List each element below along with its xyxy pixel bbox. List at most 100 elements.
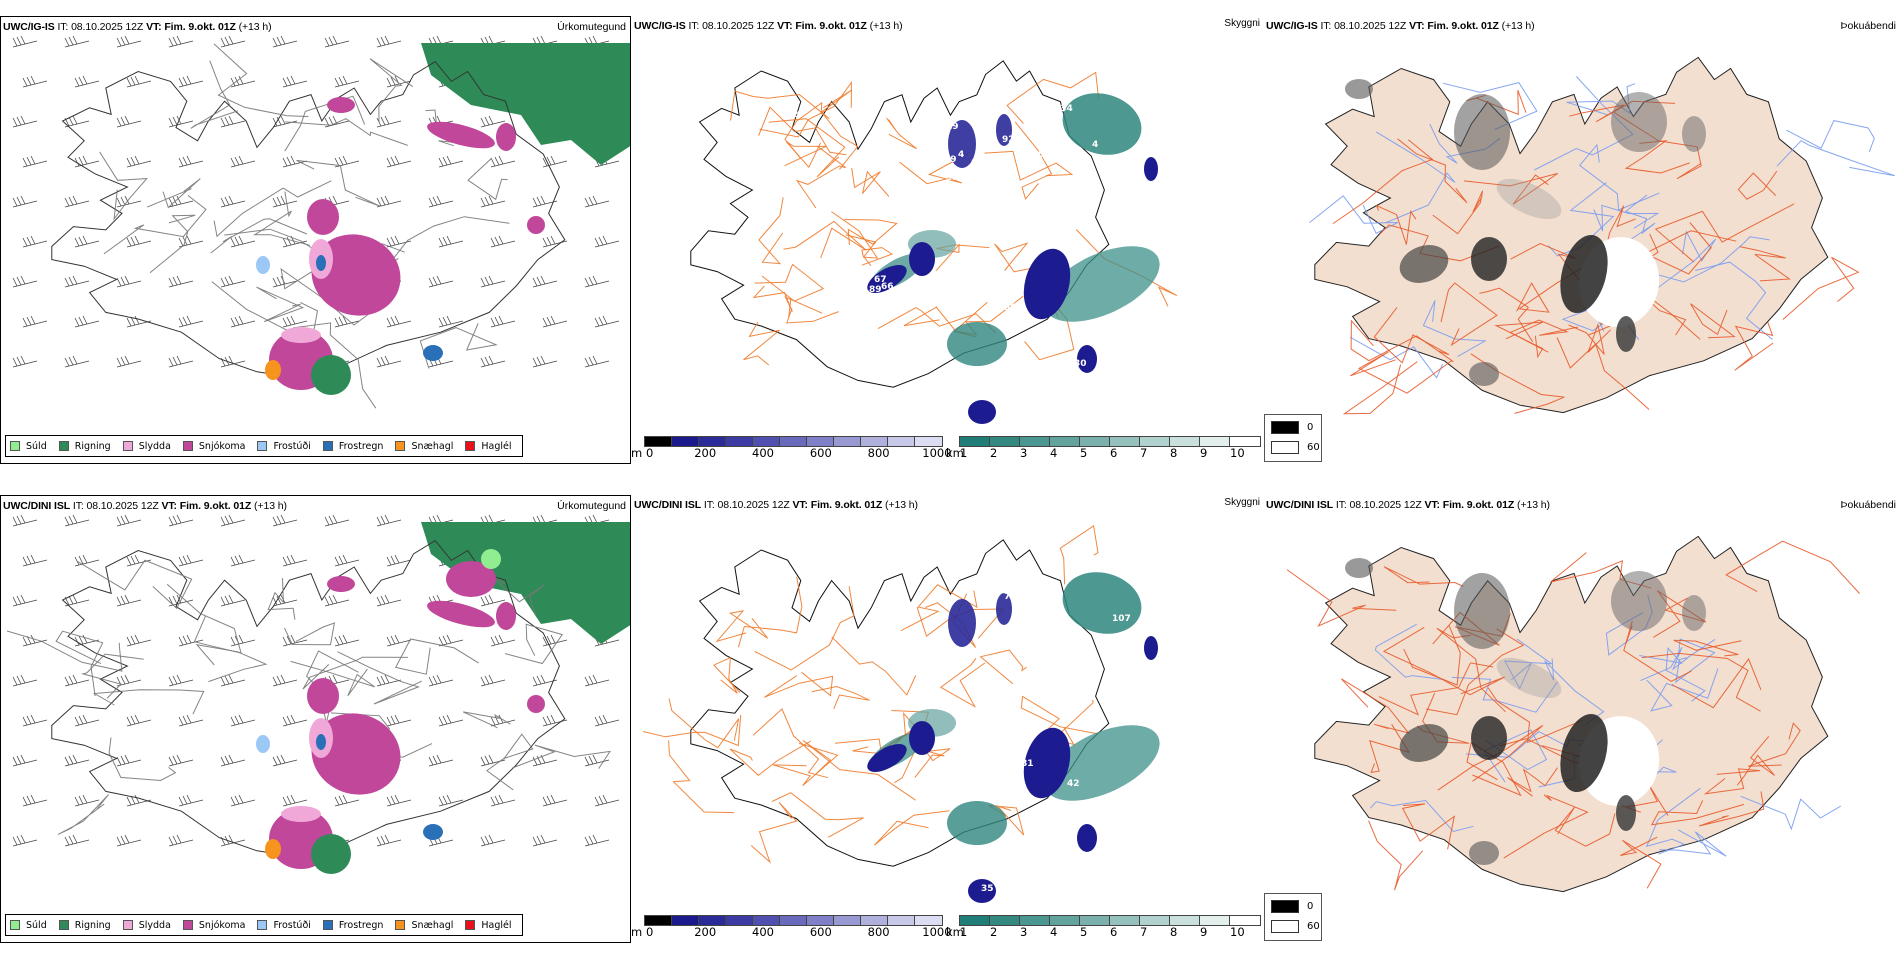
wind-barb-flag xyxy=(116,596,122,606)
colorbar-bin xyxy=(645,437,672,446)
wind-barb-flag xyxy=(324,596,330,606)
road xyxy=(1740,795,1842,831)
road xyxy=(1782,256,1860,320)
wind-barb-flag xyxy=(494,236,500,246)
road xyxy=(1368,820,1424,891)
wind-barb-flag xyxy=(376,357,382,367)
wind-barb-flag xyxy=(550,794,556,804)
colorbar-bin xyxy=(780,437,807,446)
colorbar-tick-label: 8 xyxy=(1170,446,1178,460)
wind-barb-flag xyxy=(176,275,182,285)
wind-barb-flag xyxy=(224,36,230,46)
wind-barb-flag xyxy=(280,514,286,524)
wind-barb-flag xyxy=(542,636,548,646)
visibility-map: 9 2 85 7 4 21 107 28 0 80 7 84 61 81 42 29 907 104 35 xyxy=(642,524,1162,903)
colorbar-tick-label: 8 xyxy=(1170,925,1178,939)
wind-barb-flag xyxy=(124,674,130,684)
wind-barb-flag xyxy=(342,75,348,85)
wind-barb-flag xyxy=(386,716,392,726)
wind-barb-flag xyxy=(182,316,188,326)
wind-barb-flag xyxy=(74,796,80,806)
wind-barb-flag xyxy=(480,756,486,766)
wind-barb-flag xyxy=(584,676,590,686)
wind-barb-flag xyxy=(280,35,286,45)
colorbar-bin xyxy=(888,437,915,446)
panel-product-label: Þokuábendi xyxy=(1840,20,1896,32)
rain-area xyxy=(311,355,351,395)
colorbar-unit: km xyxy=(946,925,964,939)
colorbar-bin xyxy=(1230,916,1260,925)
colorbar-tick-label: 400 xyxy=(752,925,774,939)
wind-barb-flag xyxy=(68,755,74,765)
snow-area xyxy=(427,600,495,628)
wind-barb-flag xyxy=(116,836,122,846)
wind-barb-flag xyxy=(380,595,386,605)
wind-barb-flag xyxy=(592,674,598,684)
wind-barb-flag xyxy=(72,754,78,764)
freezing-rain-area xyxy=(423,824,443,840)
wind-barb-flag xyxy=(438,317,444,327)
wind-barb-flag xyxy=(68,116,74,126)
wind-barb-flag xyxy=(82,714,88,724)
ceiling-value-label: 42 xyxy=(1067,779,1080,789)
low-visibility-area xyxy=(947,322,1007,366)
road xyxy=(1554,806,1616,847)
wind-barb-flag xyxy=(546,635,552,645)
wind-barb-flag xyxy=(328,36,334,46)
colorbar-bin xyxy=(1200,916,1230,925)
fog-index-key: 0 60 xyxy=(1264,893,1322,941)
wind-barb-flag xyxy=(282,556,288,566)
road xyxy=(213,180,332,238)
ceiling-colorbar: m 0 200 400 600 800 1000 xyxy=(632,436,952,466)
panel-product-label: Skyggni xyxy=(1224,18,1260,29)
road xyxy=(979,649,1027,685)
colorbar-tick-label: 600 xyxy=(809,446,832,460)
wind-barb-flag xyxy=(130,795,136,805)
colorbar-tick-label: 800 xyxy=(867,446,890,460)
colorbar-bin xyxy=(1080,437,1110,446)
road xyxy=(6,630,123,672)
ceiling-value-label: 221 xyxy=(1074,164,1093,174)
wind-barb-flag xyxy=(280,754,286,764)
wind-barb-flag xyxy=(540,35,546,45)
wind-barb-flag xyxy=(480,357,486,367)
wind-barb-flag xyxy=(72,195,78,205)
wind-barb-flag xyxy=(12,197,18,207)
low-ceiling-area xyxy=(948,120,976,168)
road xyxy=(1437,724,1544,791)
wind-barb-flag xyxy=(498,235,504,245)
wind-barb-flag xyxy=(12,117,18,127)
wind-barb-flag xyxy=(536,835,542,845)
snow-area xyxy=(327,576,355,592)
wind-barb-flag xyxy=(178,556,184,566)
wind-barb-flag xyxy=(120,356,126,366)
road xyxy=(1641,652,1761,712)
ceiling-value-label: 29 xyxy=(1101,839,1114,849)
wind-barb-flag xyxy=(124,594,130,604)
wind-barb-flag xyxy=(282,317,288,327)
wind-barb-flag xyxy=(386,317,392,327)
wind-barb-flag xyxy=(282,157,288,167)
wind-barb-flag xyxy=(78,316,84,326)
fog-key-row: 0 xyxy=(1271,900,1313,913)
wind-barb-flag xyxy=(390,316,396,326)
wind-barb-flag xyxy=(602,235,608,245)
wind-barb-flag xyxy=(442,156,448,166)
colorbar-unit: m xyxy=(632,925,643,939)
fog-index-map xyxy=(1309,56,1895,415)
road xyxy=(1671,657,1762,709)
wind-barb-flag xyxy=(550,315,556,325)
wind-barb-flag xyxy=(178,716,184,726)
wind-barb-flag xyxy=(550,155,556,165)
wind-barb-flag xyxy=(178,77,184,87)
road xyxy=(758,197,784,265)
wind-barb-flag xyxy=(168,37,174,47)
wind-barb-flag xyxy=(328,116,334,126)
wind-barb-flag xyxy=(594,317,600,327)
colorbar-bin xyxy=(915,437,942,446)
ceiling-value-label: 107 xyxy=(1112,614,1131,624)
colorbar-bin xyxy=(1050,916,1080,925)
wind-barb-flag xyxy=(332,514,338,524)
wind-barb-flag xyxy=(592,195,598,205)
road xyxy=(55,630,104,697)
